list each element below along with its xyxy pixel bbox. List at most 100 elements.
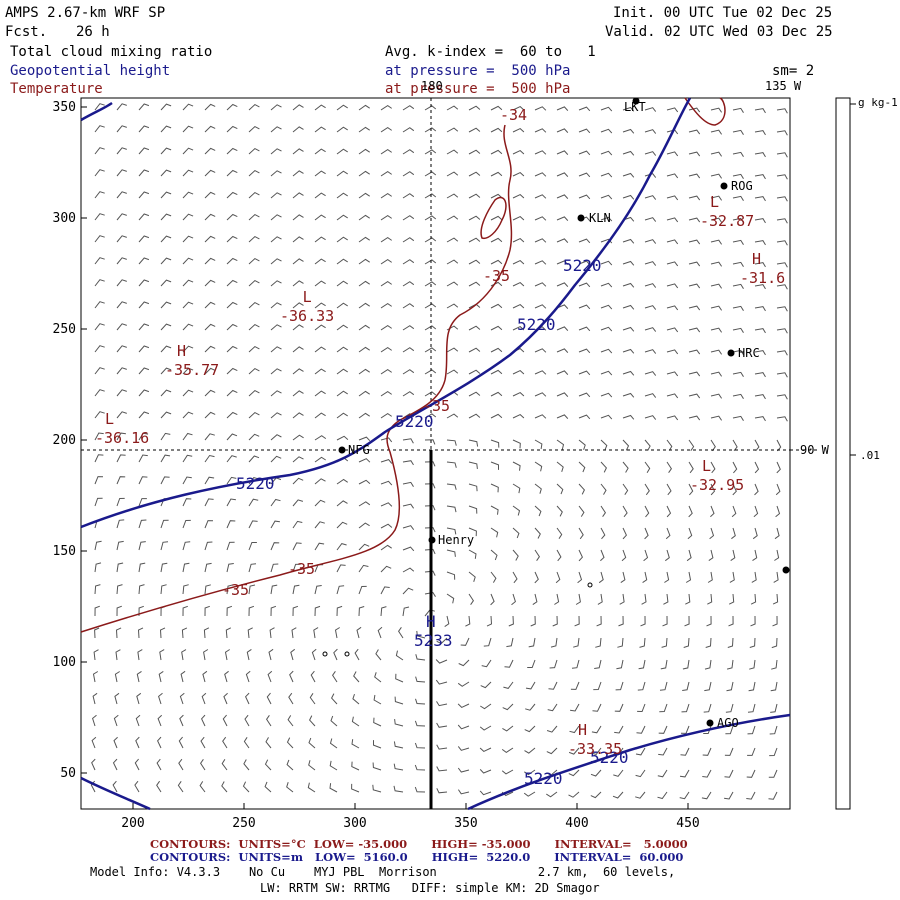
wind-barb <box>754 130 766 136</box>
wind-barb <box>268 648 274 661</box>
extremum-low: L -32.95 <box>690 457 745 494</box>
wind-barb <box>242 781 250 793</box>
wind-barb <box>292 368 304 375</box>
wind-barb <box>568 769 580 777</box>
wind-barb <box>424 171 437 177</box>
wind-barb <box>336 236 348 243</box>
wind-barb <box>752 549 758 562</box>
wind-barb <box>578 172 591 178</box>
wind-barb <box>749 637 756 648</box>
wind-barb <box>138 367 150 375</box>
wind-barb <box>710 393 723 399</box>
wind-barb <box>549 659 558 669</box>
wind-barb <box>94 411 105 419</box>
wind-barb <box>204 191 216 199</box>
wind-barb <box>292 170 304 177</box>
wind-barb <box>92 671 99 683</box>
x-axis-tick-label: 350 <box>454 816 477 831</box>
wind-barb <box>135 714 141 727</box>
wind-barb <box>248 125 260 133</box>
wind-barb <box>292 390 304 397</box>
height-contour-label: 5220 <box>517 315 556 334</box>
wind-barb <box>380 480 393 486</box>
wind-barb <box>590 791 602 799</box>
wind-barb <box>468 259 481 265</box>
wind-barb <box>182 125 194 133</box>
wind-barb <box>556 260 569 265</box>
wind-barb <box>414 742 426 749</box>
wind-barb <box>112 758 118 771</box>
wind-barb <box>329 783 338 793</box>
wind-barb <box>644 217 657 222</box>
height-contours <box>80 97 791 811</box>
wind-barb <box>748 681 756 692</box>
wind-barb <box>113 714 119 727</box>
wind-barb <box>546 747 558 755</box>
wind-barb <box>248 584 256 595</box>
wind-barb <box>248 411 260 419</box>
wind-barb <box>200 736 206 749</box>
wind-barb <box>204 323 216 331</box>
wind-barb <box>732 393 744 399</box>
wind-barb <box>157 736 162 749</box>
field-height-pressure: at pressure = 500 hPa <box>385 63 571 79</box>
wind-barb <box>534 172 547 177</box>
wind-barb <box>402 215 415 221</box>
station-nfg-label: NFG <box>348 443 370 457</box>
wind-barb <box>710 439 716 452</box>
wind-barb <box>556 172 569 177</box>
wind-barb <box>182 432 193 441</box>
wind-barb <box>292 499 304 507</box>
wind-barb <box>160 235 172 243</box>
wind-barb <box>180 670 186 683</box>
wind-barb <box>351 739 360 749</box>
wind-barb <box>178 758 184 771</box>
wind-barb <box>556 549 562 562</box>
y-axis-tick-label: 350 <box>53 100 76 115</box>
wind-barb <box>490 391 503 397</box>
wind-barb <box>380 170 392 177</box>
wind-barb <box>707 593 713 605</box>
wind-barb <box>512 260 525 265</box>
wind-barb <box>776 284 788 290</box>
wind-barb <box>424 369 437 375</box>
wind-barb <box>468 237 481 243</box>
wind-barb <box>204 476 215 485</box>
wind-barb <box>568 791 580 798</box>
wind-barb <box>380 324 392 331</box>
footer-height-contours: CONTOURS: UNITS=m LOW= 5160.0 HIGH= 5220… <box>150 850 684 864</box>
wind-barb <box>534 439 543 450</box>
wind-barb <box>112 780 118 793</box>
wind-barb <box>644 239 657 244</box>
wind-barb <box>620 571 626 584</box>
wind-barb <box>556 106 569 111</box>
wind-barb <box>754 152 766 158</box>
wind-barb <box>182 169 194 177</box>
wind-barb <box>570 703 580 712</box>
wind-barb <box>644 129 657 134</box>
wind-barb <box>380 368 392 375</box>
wind-barb <box>358 368 370 375</box>
wind-barb <box>534 260 547 265</box>
wind-barb <box>94 345 105 353</box>
wind-barb <box>329 738 338 749</box>
wind-barb <box>502 725 514 732</box>
wind-barb <box>644 327 657 332</box>
y-axis-tick-label: 250 <box>53 322 76 337</box>
wind-barb <box>548 681 558 690</box>
wind-barb <box>182 279 194 287</box>
wind-barb <box>138 498 147 507</box>
wind-barb <box>512 370 525 375</box>
wind-barb <box>732 327 744 333</box>
wind-barb <box>248 235 260 243</box>
wind-barb <box>314 280 326 287</box>
wind-barb <box>688 283 701 289</box>
wind-barb <box>622 326 635 332</box>
wind-barb <box>395 673 404 683</box>
wind-barb <box>644 527 649 540</box>
wind-barb <box>134 780 140 793</box>
wind-barb <box>373 717 382 727</box>
height-contour-label: 5220 <box>563 256 602 275</box>
wind-barb <box>446 461 457 468</box>
wind-barb <box>314 104 326 111</box>
